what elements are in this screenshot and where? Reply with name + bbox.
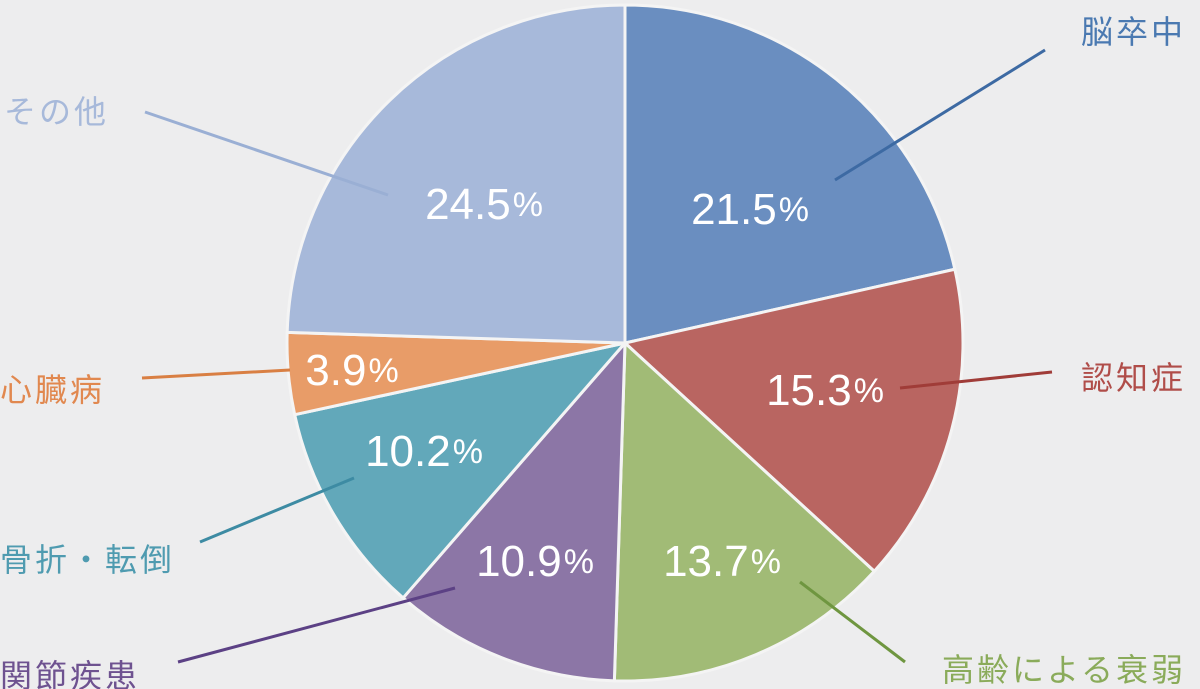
slice-category-label: 認知症 (1081, 359, 1186, 397)
pie-slice (401, 341, 627, 683)
leader-line (141, 368, 291, 380)
slice-value-unit: % (751, 543, 781, 581)
pie-slice (623, 267, 965, 573)
slice-value-unit: % (453, 433, 483, 471)
slice-category-label: 骨折・転倒 (0, 541, 175, 579)
slice-value-label: 10.2% (365, 427, 483, 476)
slice-category-label: 脳卒中 (1081, 13, 1186, 51)
slice-value-label: 3.9% (305, 346, 398, 395)
slice-value-number: 13.7 (663, 537, 749, 586)
slice-value-number: 15.3 (766, 366, 852, 415)
slice-value-unit: % (854, 372, 884, 410)
leader-line (177, 586, 456, 664)
pie-slice (623, 3, 957, 345)
leader-line (899, 370, 1053, 390)
slice-value-number: 3.9 (305, 346, 366, 395)
value-labels: 21.5%15.3%13.7%10.9%10.2%3.9%24.5% (305, 180, 884, 586)
slice-value-label: 10.9% (476, 537, 594, 586)
leader-line (199, 476, 355, 544)
slice-category-label: 心臓病 (0, 371, 105, 409)
slice-value-label: 15.3% (766, 366, 884, 415)
leader-line (799, 580, 906, 664)
leader-lines (141, 48, 1053, 664)
pie-slice (612, 341, 876, 683)
slice-category-label: 関節疾患 (0, 657, 140, 689)
slice-value-unit: % (779, 191, 809, 229)
slice-category-label: 高齢による衰弱 (942, 651, 1186, 689)
slice-value-number: 21.5 (691, 185, 777, 234)
slice-value-unit: % (368, 352, 398, 390)
pie-slice (293, 341, 627, 600)
pie-slice (285, 3, 627, 345)
slice-value-number: 10.9 (476, 537, 562, 586)
slice-value-unit: % (513, 186, 543, 224)
slice-value-number: 24.5 (425, 180, 511, 229)
slice-value-unit: % (564, 543, 594, 581)
slice-category-label: その他 (4, 93, 109, 131)
slice-value-number: 10.2 (365, 427, 451, 476)
slice-value-label: 13.7% (663, 537, 781, 586)
leader-line (834, 48, 1046, 182)
pie-slices (285, 3, 965, 683)
slice-value-label: 21.5% (691, 185, 809, 234)
slice-value-label: 24.5% (425, 180, 543, 229)
leader-line (144, 110, 389, 197)
